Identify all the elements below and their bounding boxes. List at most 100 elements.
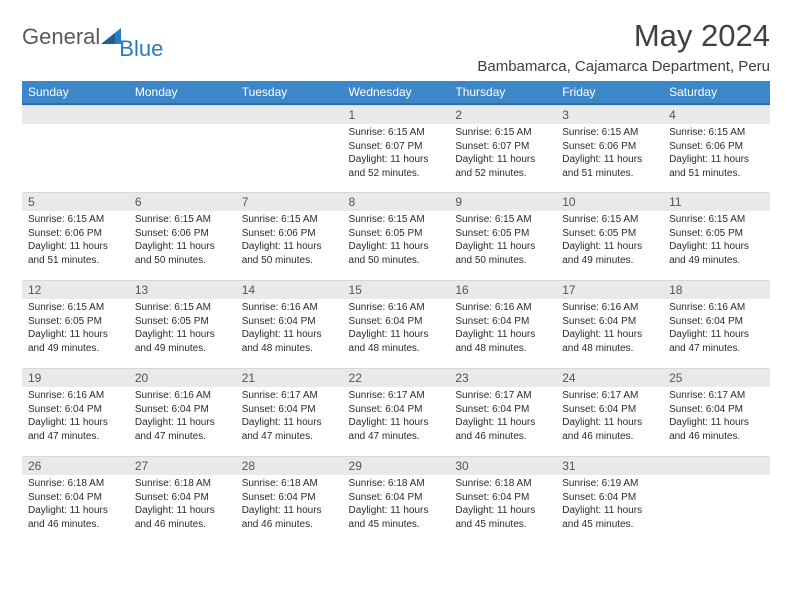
day-detail-line: Daylight: 11 hours — [669, 240, 764, 254]
day-number — [236, 105, 343, 124]
day-detail-line: Sunset: 6:06 PM — [562, 140, 657, 154]
day-details: Sunrise: 6:19 AMSunset: 6:04 PMDaylight:… — [556, 475, 663, 535]
day-number: 16 — [449, 280, 556, 299]
calendar-day-cell: 23Sunrise: 6:17 AMSunset: 6:04 PMDayligh… — [449, 368, 556, 456]
day-detail-line: Sunset: 6:04 PM — [669, 403, 764, 417]
calendar-day-cell: 30Sunrise: 6:18 AMSunset: 6:04 PMDayligh… — [449, 456, 556, 544]
day-detail-line: Daylight: 11 hours — [562, 504, 657, 518]
day-details: Sunrise: 6:16 AMSunset: 6:04 PMDaylight:… — [663, 299, 770, 359]
day-detail-line: and 50 minutes. — [135, 254, 230, 268]
day-details: Sunrise: 6:17 AMSunset: 6:04 PMDaylight:… — [343, 387, 450, 447]
day-detail-line: Sunrise: 6:18 AM — [455, 477, 550, 491]
day-detail-line: and 50 minutes. — [455, 254, 550, 268]
day-number: 11 — [663, 192, 770, 211]
day-detail-line: Sunset: 6:04 PM — [349, 491, 444, 505]
calendar-body: 1Sunrise: 6:15 AMSunset: 6:07 PMDaylight… — [22, 104, 770, 544]
day-detail-line: Sunset: 6:04 PM — [669, 315, 764, 329]
day-detail-line: Sunrise: 6:18 AM — [242, 477, 337, 491]
logo-triangle-icon — [101, 24, 121, 50]
location-label: Bambamarca, Cajamarca Department, Peru — [477, 58, 770, 75]
day-number — [663, 456, 770, 475]
day-detail-line: Sunset: 6:04 PM — [242, 491, 337, 505]
day-detail-line: Sunrise: 6:15 AM — [242, 213, 337, 227]
day-detail-line: Sunset: 6:05 PM — [349, 227, 444, 241]
day-details: Sunrise: 6:15 AMSunset: 6:06 PMDaylight:… — [22, 211, 129, 271]
day-details: Sunrise: 6:16 AMSunset: 6:04 PMDaylight:… — [556, 299, 663, 359]
day-detail-line: Daylight: 11 hours — [28, 416, 123, 430]
day-detail-line: Sunset: 6:06 PM — [669, 140, 764, 154]
day-details: Sunrise: 6:18 AMSunset: 6:04 PMDaylight:… — [236, 475, 343, 535]
day-detail-line: Daylight: 11 hours — [349, 153, 444, 167]
day-details — [22, 124, 129, 130]
calendar-day-cell: 3Sunrise: 6:15 AMSunset: 6:06 PMDaylight… — [556, 104, 663, 192]
day-details: Sunrise: 6:15 AMSunset: 6:06 PMDaylight:… — [129, 211, 236, 271]
calendar-header-row: SundayMondayTuesdayWednesdayThursdayFrid… — [22, 81, 770, 104]
day-detail-line: Sunset: 6:04 PM — [135, 491, 230, 505]
day-detail-line: Sunrise: 6:15 AM — [349, 126, 444, 140]
day-number — [129, 105, 236, 124]
day-detail-line: and 48 minutes. — [455, 342, 550, 356]
calendar-day-cell: 9Sunrise: 6:15 AMSunset: 6:05 PMDaylight… — [449, 192, 556, 280]
day-detail-line: Sunrise: 6:17 AM — [562, 389, 657, 403]
day-detail-line: Sunrise: 6:15 AM — [562, 213, 657, 227]
day-number: 31 — [556, 456, 663, 475]
day-detail-line: Daylight: 11 hours — [28, 328, 123, 342]
day-details: Sunrise: 6:16 AMSunset: 6:04 PMDaylight:… — [22, 387, 129, 447]
day-detail-line: Sunrise: 6:19 AM — [562, 477, 657, 491]
day-detail-line: Daylight: 11 hours — [242, 328, 337, 342]
calendar-day-cell: 19Sunrise: 6:16 AMSunset: 6:04 PMDayligh… — [22, 368, 129, 456]
day-detail-line: Daylight: 11 hours — [28, 504, 123, 518]
day-detail-line: Sunset: 6:04 PM — [28, 403, 123, 417]
calendar-table: SundayMondayTuesdayWednesdayThursdayFrid… — [22, 81, 770, 544]
day-number: 3 — [556, 105, 663, 124]
day-details: Sunrise: 6:16 AMSunset: 6:04 PMDaylight:… — [236, 299, 343, 359]
day-detail-line: and 49 minutes. — [135, 342, 230, 356]
day-detail-line: Daylight: 11 hours — [455, 328, 550, 342]
calendar-day-cell: 4Sunrise: 6:15 AMSunset: 6:06 PMDaylight… — [663, 104, 770, 192]
calendar-day-cell: 10Sunrise: 6:15 AMSunset: 6:05 PMDayligh… — [556, 192, 663, 280]
day-detail-line: Sunrise: 6:16 AM — [669, 301, 764, 315]
day-detail-line: Daylight: 11 hours — [242, 240, 337, 254]
day-detail-line: Sunrise: 6:17 AM — [349, 389, 444, 403]
day-details: Sunrise: 6:17 AMSunset: 6:04 PMDaylight:… — [556, 387, 663, 447]
day-detail-line: Daylight: 11 hours — [135, 416, 230, 430]
day-number: 1 — [343, 105, 450, 124]
calendar-day-cell: 15Sunrise: 6:16 AMSunset: 6:04 PMDayligh… — [343, 280, 450, 368]
calendar-week-row: 5Sunrise: 6:15 AMSunset: 6:06 PMDaylight… — [22, 192, 770, 280]
day-number: 7 — [236, 192, 343, 211]
day-number: 8 — [343, 192, 450, 211]
calendar-day-cell: 24Sunrise: 6:17 AMSunset: 6:04 PMDayligh… — [556, 368, 663, 456]
day-detail-line: Sunset: 6:04 PM — [349, 403, 444, 417]
day-details — [663, 475, 770, 481]
calendar-day-cell: 31Sunrise: 6:19 AMSunset: 6:04 PMDayligh… — [556, 456, 663, 544]
day-detail-line: Sunrise: 6:15 AM — [669, 126, 764, 140]
day-details: Sunrise: 6:17 AMSunset: 6:04 PMDaylight:… — [449, 387, 556, 447]
day-detail-line: Sunset: 6:04 PM — [455, 403, 550, 417]
day-detail-line: and 48 minutes. — [349, 342, 444, 356]
calendar-day-cell — [22, 104, 129, 192]
calendar-day-cell: 11Sunrise: 6:15 AMSunset: 6:05 PMDayligh… — [663, 192, 770, 280]
calendar-day-cell: 27Sunrise: 6:18 AMSunset: 6:04 PMDayligh… — [129, 456, 236, 544]
day-detail-line: Sunset: 6:05 PM — [669, 227, 764, 241]
day-detail-line: Sunset: 6:04 PM — [242, 315, 337, 329]
day-detail-line: Sunrise: 6:15 AM — [28, 213, 123, 227]
calendar-day-cell: 28Sunrise: 6:18 AMSunset: 6:04 PMDayligh… — [236, 456, 343, 544]
day-detail-line: Sunset: 6:05 PM — [562, 227, 657, 241]
day-detail-line: Daylight: 11 hours — [349, 240, 444, 254]
day-detail-line: Daylight: 11 hours — [669, 153, 764, 167]
day-detail-line: Sunrise: 6:15 AM — [562, 126, 657, 140]
calendar-page: General Blue May 2024 Bambamarca, Cajama… — [0, 0, 792, 554]
day-detail-line: Daylight: 11 hours — [562, 240, 657, 254]
calendar-day-cell: 14Sunrise: 6:16 AMSunset: 6:04 PMDayligh… — [236, 280, 343, 368]
day-detail-line: Sunset: 6:04 PM — [562, 491, 657, 505]
day-detail-line: Sunset: 6:05 PM — [28, 315, 123, 329]
day-details: Sunrise: 6:15 AMSunset: 6:05 PMDaylight:… — [129, 299, 236, 359]
calendar-day-cell: 2Sunrise: 6:15 AMSunset: 6:07 PMDaylight… — [449, 104, 556, 192]
day-number: 20 — [129, 368, 236, 387]
day-detail-line: Sunrise: 6:15 AM — [455, 213, 550, 227]
day-detail-line: Sunrise: 6:15 AM — [135, 301, 230, 315]
weekday-header: Sunday — [22, 81, 129, 104]
day-detail-line: and 47 minutes. — [28, 430, 123, 444]
day-detail-line: and 48 minutes. — [242, 342, 337, 356]
calendar-week-row: 1Sunrise: 6:15 AMSunset: 6:07 PMDaylight… — [22, 104, 770, 192]
